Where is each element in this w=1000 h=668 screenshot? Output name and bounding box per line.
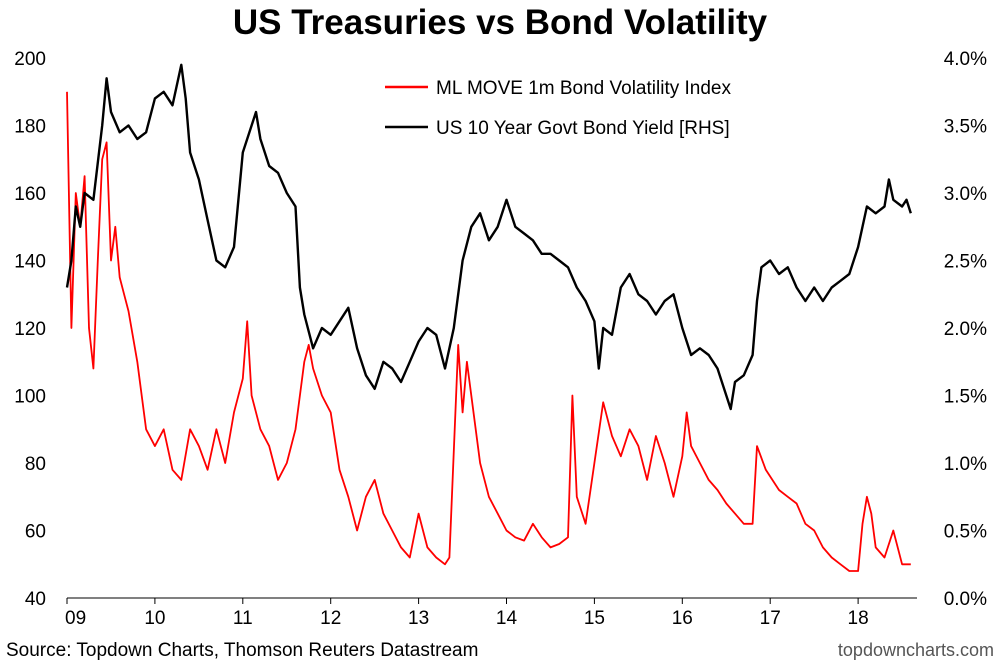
right-tick-label: 1.0% — [944, 454, 987, 475]
right-tick-label: 3.0% — [944, 184, 987, 205]
right-axis: 0.0% 0.5% 1.0% 1.5% 2.0% 2.5% 3.0% 3.5% 4.0% — [944, 49, 987, 610]
x-tick-label: 15 — [584, 608, 605, 629]
left-tick-label: 180 — [14, 117, 46, 138]
legend-label-yield: US 10 Year Govt Bond Yield [RHS] — [436, 118, 730, 139]
right-tick-label: 2.0% — [944, 319, 987, 340]
left-tick-label: 100 — [14, 387, 46, 408]
right-tick-label: 3.5% — [944, 117, 987, 138]
x-tick-label: 11 — [233, 608, 253, 629]
x-tick-label: 09 — [65, 608, 86, 629]
legend: ML MOVE 1m Bond Volatility Index US 10 Y… — [385, 78, 731, 139]
right-tick-label: 1.5% — [944, 387, 987, 408]
x-tick-label: 12 — [320, 608, 341, 629]
series-line-move — [66, 91, 911, 572]
plot-area — [65, 63, 912, 572]
x-tick-label: 10 — [144, 608, 165, 629]
x-tick-label: 13 — [408, 608, 429, 629]
left-tick-label: 160 — [14, 184, 46, 205]
left-tick-label: 60 — [25, 522, 46, 543]
right-tick-label: 0.5% — [944, 522, 987, 543]
left-tick-label: 140 — [14, 252, 46, 273]
left-tick-label: 80 — [25, 454, 46, 475]
chart-title: US Treasuries vs Bond Volatility — [233, 3, 768, 42]
legend-label-move: ML MOVE 1m Bond Volatility Index — [436, 78, 731, 99]
right-tick-label: 4.0% — [944, 49, 987, 70]
brand-watermark: topdowncharts.com — [838, 640, 994, 660]
right-tick-label: 2.5% — [944, 252, 987, 273]
left-tick-label: 40 — [25, 589, 46, 610]
source-note: Source: Topdown Charts, Thomson Reuters … — [6, 640, 478, 661]
series-line-yield — [65, 63, 912, 411]
left-tick-label: 200 — [14, 49, 46, 70]
left-tick-label: 120 — [14, 319, 46, 340]
x-tick-label: 14 — [496, 608, 518, 629]
x-tick-label: 18 — [848, 608, 869, 629]
right-tick-label: 0.0% — [944, 589, 987, 610]
x-tick-label: 17 — [760, 608, 781, 629]
x-axis: 09 10 11 12 13 14 15 16 17 18 — [65, 597, 917, 629]
x-tick-label: 16 — [672, 608, 693, 629]
left-axis: 40 60 80 100 120 140 160 180 200 — [14, 49, 46, 610]
